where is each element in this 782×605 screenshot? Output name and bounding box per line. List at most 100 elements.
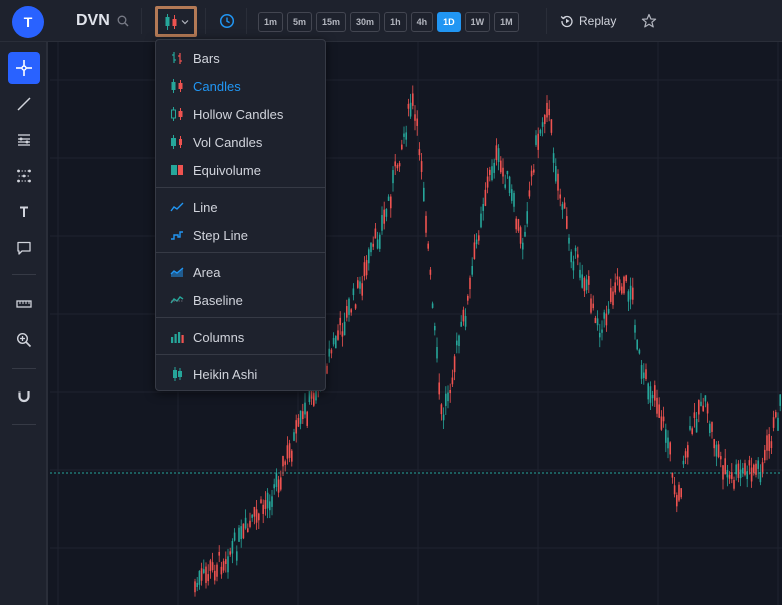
user-avatar[interactable]: T [12,6,44,38]
candle-body [555,165,557,182]
candle-body [427,243,429,249]
candle-body [744,463,746,475]
trend-line-tool[interactable] [8,88,40,120]
candle-body [343,321,346,336]
candle-body [737,463,740,478]
candle-body [506,170,509,175]
candle-body [612,291,614,306]
symbol-name[interactable]: DVN [76,12,110,29]
candle-body [449,390,451,394]
columns-chart-icon [171,332,184,343]
menu-item-baseline[interactable]: Baseline [156,286,325,314]
candle-body [731,472,733,479]
candle-body [284,461,286,465]
pattern-tool[interactable] [8,160,40,192]
candle-body [332,337,335,345]
replay-button[interactable]: Replay [560,14,616,28]
vol-candles-icon [171,135,182,149]
interval-button-30m[interactable]: 30m [350,12,381,32]
interval-button-5m[interactable]: 5m [287,12,313,32]
candle-body [484,189,487,206]
chart-type-button[interactable] [155,6,197,37]
chevron-down-icon [181,19,188,24]
candle-body [570,251,572,263]
candle-body [539,130,542,134]
candle-body [544,114,546,125]
search-icon[interactable] [117,15,129,27]
candle-body [706,403,709,414]
candle-body [673,485,676,495]
candle-body [368,249,370,264]
candle-body [462,309,465,322]
menu-item-area[interactable]: Area [156,258,325,286]
menu-item-bars[interactable]: Bars [156,44,325,72]
interval-button-15m[interactable]: 15m [316,12,347,32]
candle-body [436,347,438,359]
toolbar-divider [205,8,206,34]
candle-body [757,460,759,469]
candle-body [381,215,383,231]
candle-body [775,412,777,418]
candle-body [515,218,517,230]
candle-body [203,569,205,573]
menu-item-candles[interactable]: Candles [156,72,325,100]
candle-body [687,445,689,458]
candle-body [649,386,652,403]
trend-line-icon [17,97,31,111]
candle-body [229,551,231,555]
clock-icon[interactable] [219,13,235,29]
candle-body [385,209,388,217]
candle-body [302,411,304,420]
candle-body [469,277,471,290]
avatar-letter: T [23,14,33,30]
interval-button-1w[interactable]: 1W [464,12,491,32]
interval-button-4h[interactable]: 4h [410,12,434,32]
candle-body [372,243,374,247]
price-chart[interactable] [50,42,782,605]
menu-divider [156,317,325,318]
candle-body [335,336,337,349]
star-icon[interactable] [641,13,657,29]
candle-body [541,122,544,127]
menu-item-hollow-candles[interactable]: Hollow Candles [156,100,325,128]
menu-item-equivolume[interactable]: Equivolume [156,156,325,184]
candle-body [330,349,333,354]
candle-body [524,231,526,237]
candle-body [526,211,528,224]
candle-body [548,108,550,116]
candle-body [264,500,267,509]
interval-button-1mo[interactable]: 1M [494,12,519,32]
candle-body [720,456,722,460]
pattern-icon [17,169,31,183]
candle-body [770,441,773,449]
candle-body [691,428,693,434]
candle-body [537,133,539,150]
candle-body [508,176,511,194]
candle-body [493,162,495,173]
menu-item-label: Vol Candles [193,135,263,150]
magnet-tool[interactable] [8,380,40,412]
candle-body [574,247,577,252]
crosshair-tool[interactable] [8,52,40,84]
candle-body [277,479,280,493]
menu-divider [156,187,325,188]
candle-body [387,196,390,201]
menu-item-columns[interactable]: Columns [156,323,325,351]
zoom-in-tool[interactable] [8,324,40,356]
ruler-tool[interactable] [8,288,40,320]
candle-body [390,196,392,209]
menu-item-line[interactable]: Line [156,193,325,221]
candle-body [304,402,306,415]
menu-item-heikin-ashi[interactable]: Heikin Ashi [156,360,325,388]
candle-body [660,416,663,430]
menu-item-label: Line [193,200,218,215]
interval-button-1d[interactable]: 1D [437,12,461,32]
fib-retracement-tool[interactable] [8,124,40,156]
interval-button-1h[interactable]: 1h [384,12,407,32]
interval-button-1m[interactable]: 1m [258,12,284,32]
menu-item-vol-candles[interactable]: Vol Candles [156,128,325,156]
text-tool[interactable] [8,196,40,228]
comment-tool[interactable] [8,232,40,264]
menu-item-step-line[interactable]: Step Line [156,221,325,249]
candle-body [478,235,480,241]
